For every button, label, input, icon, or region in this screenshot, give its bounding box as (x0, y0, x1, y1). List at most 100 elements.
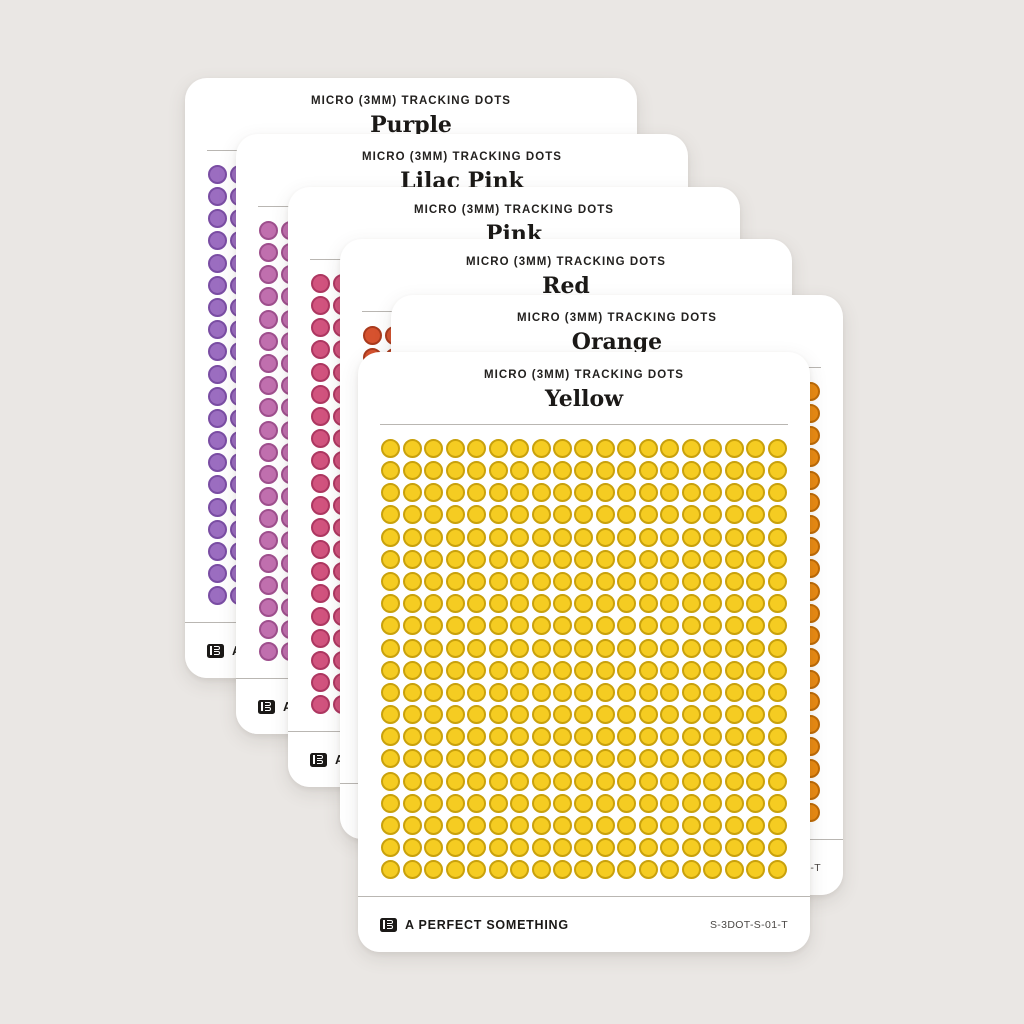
sticker-dot[interactable] (617, 483, 637, 503)
sticker-dot[interactable] (510, 638, 530, 658)
sticker-dot[interactable] (445, 461, 465, 481)
sticker-dot[interactable] (595, 860, 615, 880)
sticker-dot[interactable] (488, 816, 508, 836)
sticker-dot[interactable] (510, 594, 530, 614)
sticker-dot[interactable] (531, 682, 551, 702)
sticker-dot[interactable] (510, 727, 530, 747)
sticker-dot[interactable] (617, 571, 637, 591)
sticker-dot[interactable] (638, 616, 658, 636)
sticker-dot[interactable] (311, 451, 331, 471)
sticker-dot[interactable] (703, 527, 723, 547)
sticker-dot[interactable] (445, 705, 465, 725)
sticker-dot[interactable] (703, 594, 723, 614)
sticker-dot[interactable] (381, 816, 401, 836)
sticker-dot[interactable] (746, 705, 766, 725)
sticker-dot[interactable] (767, 438, 787, 458)
sticker-dot[interactable] (574, 771, 594, 791)
sticker-dot[interactable] (208, 408, 228, 428)
sticker-dot[interactable] (553, 483, 573, 503)
sticker-dot[interactable] (724, 505, 744, 525)
sticker-dot[interactable] (445, 483, 465, 503)
sticker-dot[interactable] (424, 860, 444, 880)
sticker-dot[interactable] (660, 438, 680, 458)
sticker-dot[interactable] (638, 505, 658, 525)
sticker-dot[interactable] (595, 793, 615, 813)
sticker-dot[interactable] (510, 616, 530, 636)
sticker-dot[interactable] (724, 816, 744, 836)
sticker-dot[interactable] (660, 705, 680, 725)
sticker-dot[interactable] (617, 594, 637, 614)
sticker-dot[interactable] (553, 727, 573, 747)
sticker-dot[interactable] (574, 660, 594, 680)
sticker-dot[interactable] (595, 816, 615, 836)
sticker-dot[interactable] (574, 838, 594, 858)
sticker-dot[interactable] (703, 638, 723, 658)
sticker-dot[interactable] (467, 793, 487, 813)
sticker-dot[interactable] (467, 483, 487, 503)
sticker-dot[interactable] (724, 483, 744, 503)
sticker-dot[interactable] (746, 483, 766, 503)
sticker-dot[interactable] (724, 749, 744, 769)
sticker-dot[interactable] (767, 727, 787, 747)
sticker-dot[interactable] (381, 682, 401, 702)
sticker-dot[interactable] (681, 749, 701, 769)
sticker-dot[interactable] (681, 838, 701, 858)
sticker-dot[interactable] (681, 638, 701, 658)
sticker-dot[interactable] (531, 860, 551, 880)
sticker-dot[interactable] (467, 682, 487, 702)
sticker-dot[interactable] (746, 527, 766, 547)
sticker-dot[interactable] (617, 838, 637, 858)
sticker-dot[interactable] (402, 549, 422, 569)
sticker-dot[interactable] (424, 438, 444, 458)
sticker-dot[interactable] (531, 749, 551, 769)
sticker-dot[interactable] (574, 638, 594, 658)
sticker-dot[interactable] (703, 771, 723, 791)
sticker-dot[interactable] (746, 660, 766, 680)
sticker-dot[interactable] (595, 571, 615, 591)
sticker-dot[interactable] (595, 682, 615, 702)
sticker-dot[interactable] (259, 531, 279, 551)
sticker-dot[interactable] (402, 594, 422, 614)
sticker-dot[interactable] (467, 549, 487, 569)
sticker-dot[interactable] (746, 860, 766, 880)
sticker-dot[interactable] (595, 838, 615, 858)
sticker-dot[interactable] (311, 340, 331, 360)
sticker-dot[interactable] (259, 642, 279, 662)
sticker-sheet-yellow[interactable]: MICRO (3MM) TRACKING DOTS Yellow A PERFECT… (358, 352, 810, 952)
sticker-dot[interactable] (531, 549, 551, 569)
sticker-dot[interactable] (724, 682, 744, 702)
sticker-dot[interactable] (467, 749, 487, 769)
sticker-dot[interactable] (488, 682, 508, 702)
sticker-dot[interactable] (467, 505, 487, 525)
sticker-dot[interactable] (381, 438, 401, 458)
sticker-dot[interactable] (703, 571, 723, 591)
sticker-dot[interactable] (259, 353, 279, 373)
sticker-dot[interactable] (402, 461, 422, 481)
sticker-dot[interactable] (402, 527, 422, 547)
sticker-dot[interactable] (488, 571, 508, 591)
sticker-dot[interactable] (531, 594, 551, 614)
sticker-dot[interactable] (703, 727, 723, 747)
sticker-dot[interactable] (595, 749, 615, 769)
sticker-dot[interactable] (510, 660, 530, 680)
sticker-dot[interactable] (767, 749, 787, 769)
sticker-dot[interactable] (531, 705, 551, 725)
sticker-dot[interactable] (488, 461, 508, 481)
sticker-dot[interactable] (467, 438, 487, 458)
sticker-dot[interactable] (681, 527, 701, 547)
sticker-dot[interactable] (311, 318, 331, 338)
sticker-dot[interactable] (681, 505, 701, 525)
sticker-dot[interactable] (638, 771, 658, 791)
sticker-dot[interactable] (553, 549, 573, 569)
sticker-dot[interactable] (767, 638, 787, 658)
sticker-dot[interactable] (703, 461, 723, 481)
sticker-dot[interactable] (311, 562, 331, 582)
sticker-dot[interactable] (767, 461, 787, 481)
sticker-dot[interactable] (638, 549, 658, 569)
sticker-dot[interactable] (363, 325, 383, 345)
sticker-dot[interactable] (553, 638, 573, 658)
sticker-dot[interactable] (746, 505, 766, 525)
sticker-dot[interactable] (424, 816, 444, 836)
sticker-dot[interactable] (510, 860, 530, 880)
sticker-dot[interactable] (595, 505, 615, 525)
